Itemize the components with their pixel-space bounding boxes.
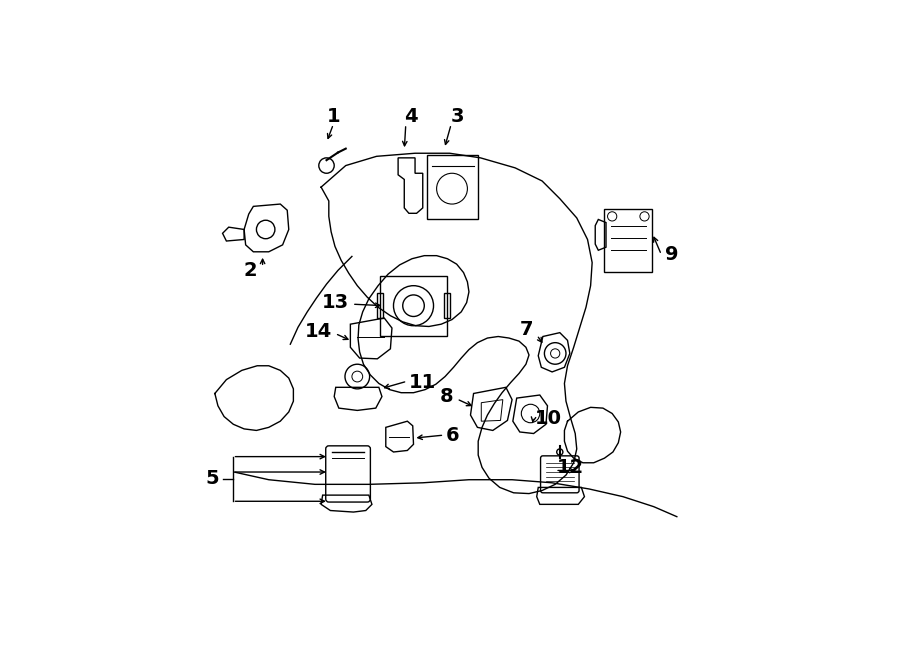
Polygon shape <box>321 153 592 494</box>
Text: 11: 11 <box>409 373 436 392</box>
Text: 12: 12 <box>557 458 584 477</box>
Polygon shape <box>215 366 293 430</box>
Text: 4: 4 <box>404 107 418 126</box>
Text: 8: 8 <box>440 387 454 406</box>
Text: 13: 13 <box>321 293 349 312</box>
Text: 14: 14 <box>304 323 332 341</box>
Text: 5: 5 <box>205 469 219 488</box>
Text: 1: 1 <box>327 107 340 126</box>
Text: 6: 6 <box>446 426 460 445</box>
Text: 3: 3 <box>451 107 464 126</box>
Polygon shape <box>564 407 621 463</box>
Text: 9: 9 <box>664 245 678 264</box>
Text: 10: 10 <box>536 408 562 428</box>
Text: 7: 7 <box>520 320 534 339</box>
Text: 2: 2 <box>244 261 257 280</box>
